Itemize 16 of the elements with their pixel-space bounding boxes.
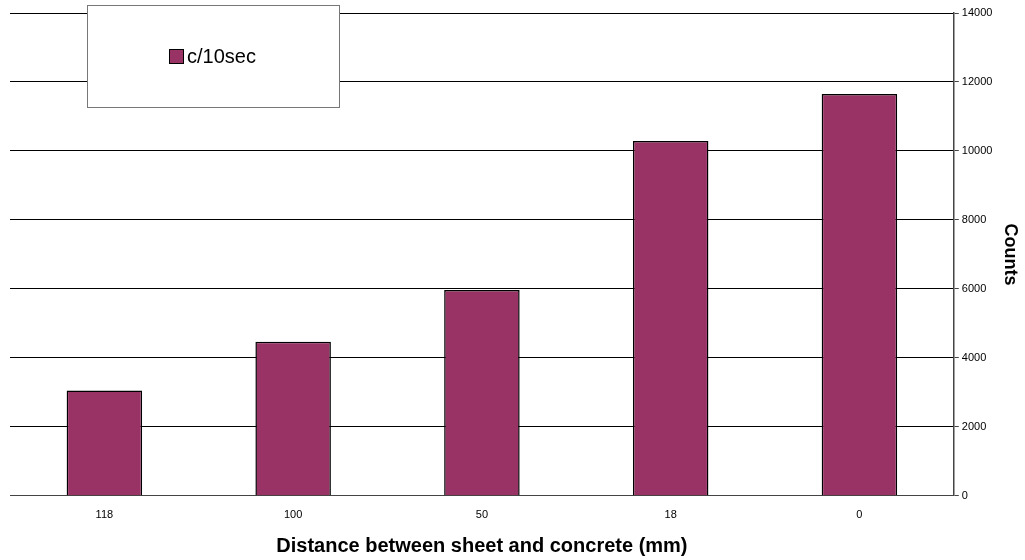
y-tick-label: 6000 [961,281,987,294]
y-tick-label: 8000 [961,212,987,225]
y-axis-title: Counts [1001,223,1022,286]
x-tick-label: 100 [283,508,303,521]
y-tick-label: 4000 [961,350,987,363]
y-tick-label: 2000 [961,419,987,432]
y-tick-label: 12000 [961,75,993,87]
x-tick-label: 118 [95,508,114,521]
y-tick-label: 14000 [961,6,993,19]
x-tick-label: 50 [475,508,489,521]
y-tick-label: 10000 [961,143,993,156]
y-tick-label: 0 [961,488,968,501]
x-tick-label: 0 [856,508,863,521]
x-tick-label: 18 [664,508,677,521]
x-axis-title: Distance between sheet and concrete (mm) [276,533,688,556]
legend-label: c/10sec [187,45,256,68]
